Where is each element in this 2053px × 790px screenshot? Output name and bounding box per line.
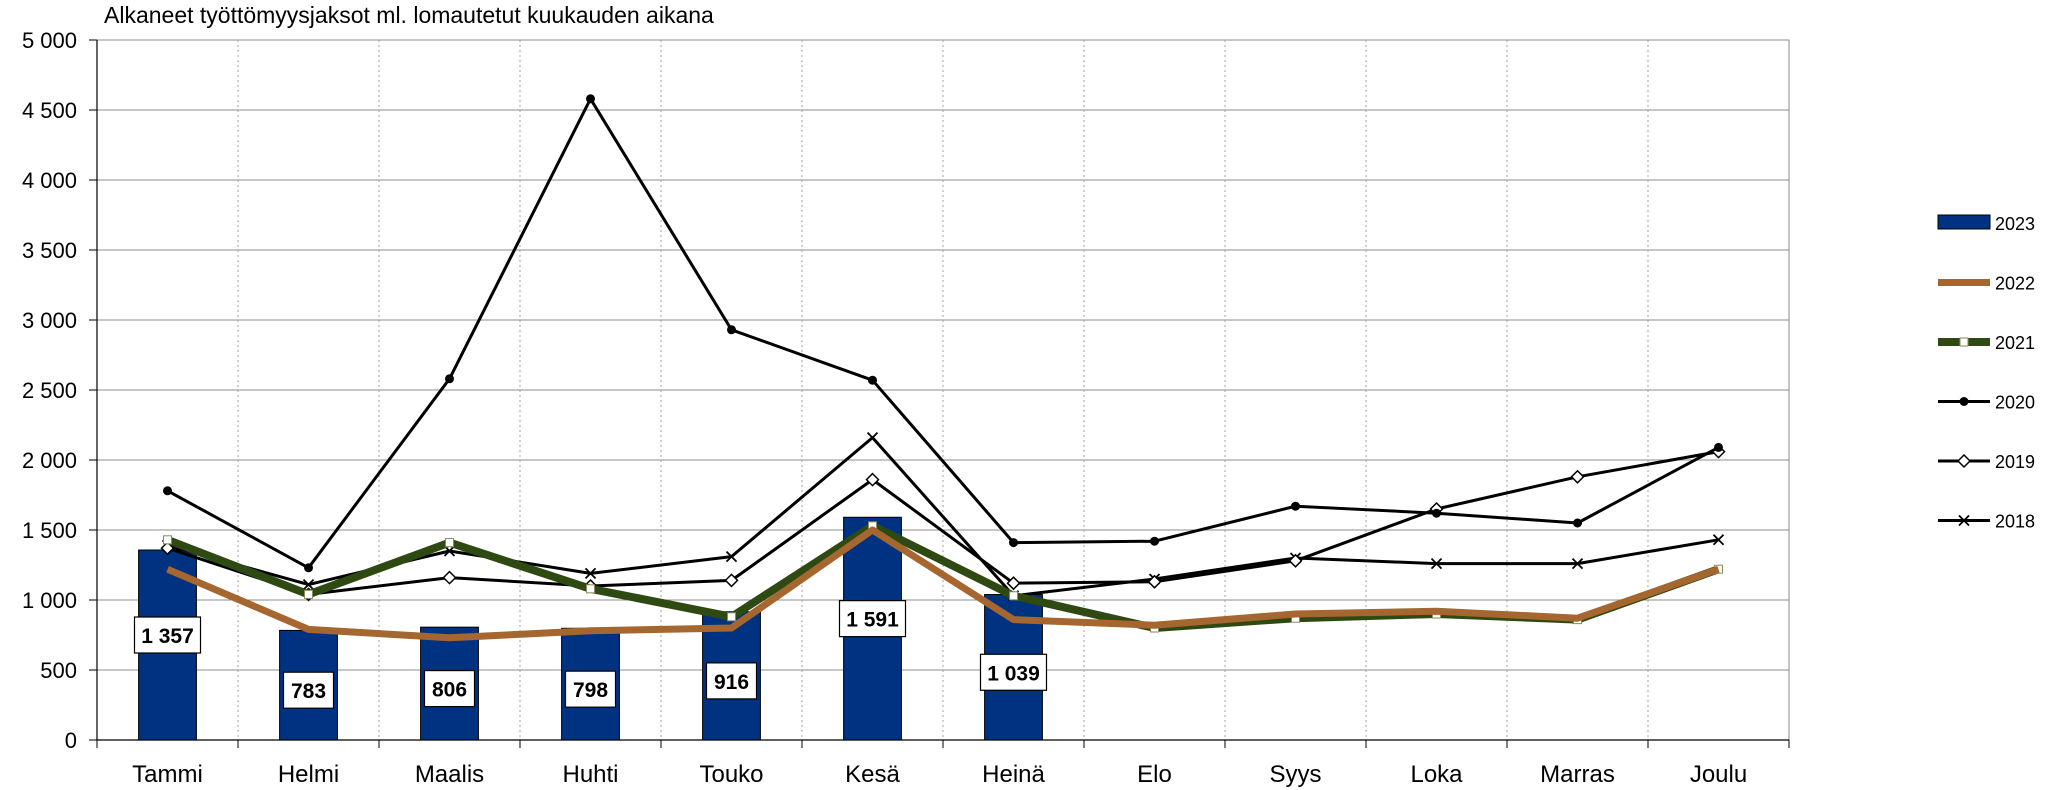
series-2019 bbox=[160, 444, 1726, 602]
data-label: 1 591 bbox=[846, 609, 899, 632]
data-label: 1 357 bbox=[141, 625, 194, 648]
legend-item-2020: 2020 bbox=[1938, 393, 2035, 413]
marker-dot bbox=[1714, 442, 1723, 452]
marker-square bbox=[304, 589, 313, 599]
legend-label: 2020 bbox=[1995, 393, 2035, 413]
marker-square bbox=[586, 584, 595, 594]
marker-square bbox=[1959, 337, 1969, 347]
data-label: 783 bbox=[291, 680, 326, 703]
y-tick-label: 500 bbox=[40, 658, 77, 683]
marker-dot bbox=[1573, 518, 1582, 528]
series-line-2022 bbox=[166, 526, 1720, 642]
x-tick-label: Syys bbox=[1269, 761, 1321, 788]
marker-x bbox=[1430, 557, 1443, 570]
x-tick-label: Loka bbox=[1410, 761, 1463, 788]
marker-dot bbox=[868, 375, 877, 385]
marker-square bbox=[727, 612, 736, 622]
x-tick-label: Elo bbox=[1137, 761, 1172, 788]
marker-square bbox=[1009, 591, 1018, 601]
marker-diamond bbox=[724, 573, 739, 588]
x-tick-label: Marras bbox=[1540, 761, 1615, 788]
marker-dot bbox=[1009, 538, 1018, 548]
legend-item-2023: 2023 bbox=[1937, 214, 2035, 234]
marker-dot bbox=[304, 563, 313, 573]
legend-label: 2021 bbox=[1995, 333, 2035, 353]
marker-x bbox=[725, 550, 738, 563]
legend-label: 2019 bbox=[1995, 452, 2035, 472]
x-tick-label: Touko bbox=[699, 761, 763, 788]
data-label-box bbox=[564, 670, 617, 708]
legend-item-2019: 2019 bbox=[1938, 452, 2035, 472]
y-tick-label: 2 000 bbox=[22, 448, 77, 473]
data-label: 806 bbox=[432, 679, 467, 702]
marker-x bbox=[1958, 514, 1970, 527]
marker-x bbox=[866, 431, 879, 444]
y-tick-label: 4 000 bbox=[22, 168, 77, 193]
marker-diamond bbox=[1570, 469, 1585, 484]
marker-dot bbox=[1150, 536, 1159, 546]
data-label: 1 039 bbox=[987, 662, 1040, 685]
marker-dot bbox=[1959, 397, 1969, 406]
x-tick-label: Helmi bbox=[278, 761, 339, 788]
x-tick-label: Joulu bbox=[1690, 761, 1747, 788]
data-label-box bbox=[705, 662, 758, 700]
data-label-box bbox=[282, 671, 335, 709]
series-line-2018 bbox=[167, 436, 1719, 598]
legend-swatch-bar bbox=[1937, 214, 1991, 230]
y-tick-label: 0 bbox=[65, 728, 77, 753]
x-tick-label: Huhti bbox=[562, 761, 618, 788]
data-label: 798 bbox=[573, 679, 608, 702]
marker-x bbox=[1571, 557, 1584, 570]
data-label-box bbox=[979, 653, 1048, 691]
marker-dot bbox=[727, 325, 736, 335]
y-tick-label: 4 500 bbox=[22, 98, 77, 123]
y-tick-label: 1 500 bbox=[22, 518, 77, 543]
marker-dot bbox=[1291, 501, 1300, 511]
marker-diamond bbox=[865, 472, 880, 487]
marker-diamond bbox=[1006, 576, 1021, 591]
chart-title: Alkaneet työttömyysjaksot ml. lomautetut… bbox=[104, 2, 714, 28]
x-tick-label: Maalis bbox=[415, 761, 484, 788]
marker-diamond bbox=[1147, 574, 1162, 589]
legend-item-2018: 2018 bbox=[1938, 512, 2035, 532]
series-line-2020 bbox=[166, 97, 1720, 570]
marker-dot bbox=[586, 94, 595, 104]
legend-item-2022: 2022 bbox=[1938, 274, 2035, 294]
legend-label: 2022 bbox=[1995, 274, 2035, 294]
x-tick-label: Tammi bbox=[132, 761, 203, 788]
marker-dot bbox=[1432, 508, 1441, 518]
y-tick-label: 5 000 bbox=[22, 28, 77, 53]
series-line-2019 bbox=[167, 450, 1719, 596]
marker-x bbox=[302, 578, 315, 591]
y-tick-label: 3 000 bbox=[22, 308, 77, 333]
data-label-box bbox=[133, 616, 202, 654]
y-tick-label: 1 000 bbox=[22, 588, 77, 613]
y-tick-label: 2 500 bbox=[22, 378, 77, 403]
marker-diamond bbox=[1956, 453, 1972, 469]
marker-square bbox=[445, 538, 454, 548]
legend-label: 2023 bbox=[1995, 214, 2035, 234]
series-2022 bbox=[166, 526, 1720, 642]
y-tick-label: 3 500 bbox=[22, 238, 77, 263]
x-tick-label: Kesä bbox=[845, 761, 900, 788]
marker-x bbox=[584, 567, 597, 580]
legend-label: 2018 bbox=[1995, 512, 2035, 532]
data-label-box bbox=[423, 669, 476, 708]
marker-square bbox=[163, 535, 172, 545]
marker-diamond bbox=[442, 570, 457, 585]
data-label: 916 bbox=[714, 671, 749, 694]
series-2020 bbox=[163, 94, 1723, 573]
data-label-box bbox=[838, 600, 907, 638]
marker-dot bbox=[163, 486, 172, 496]
marker-x bbox=[1712, 534, 1725, 546]
legend-item-2021: 2021 bbox=[1938, 333, 2035, 353]
x-tick-label: Heinä bbox=[982, 761, 1045, 788]
marker-diamond bbox=[1288, 553, 1303, 568]
marker-dot bbox=[445, 374, 454, 384]
